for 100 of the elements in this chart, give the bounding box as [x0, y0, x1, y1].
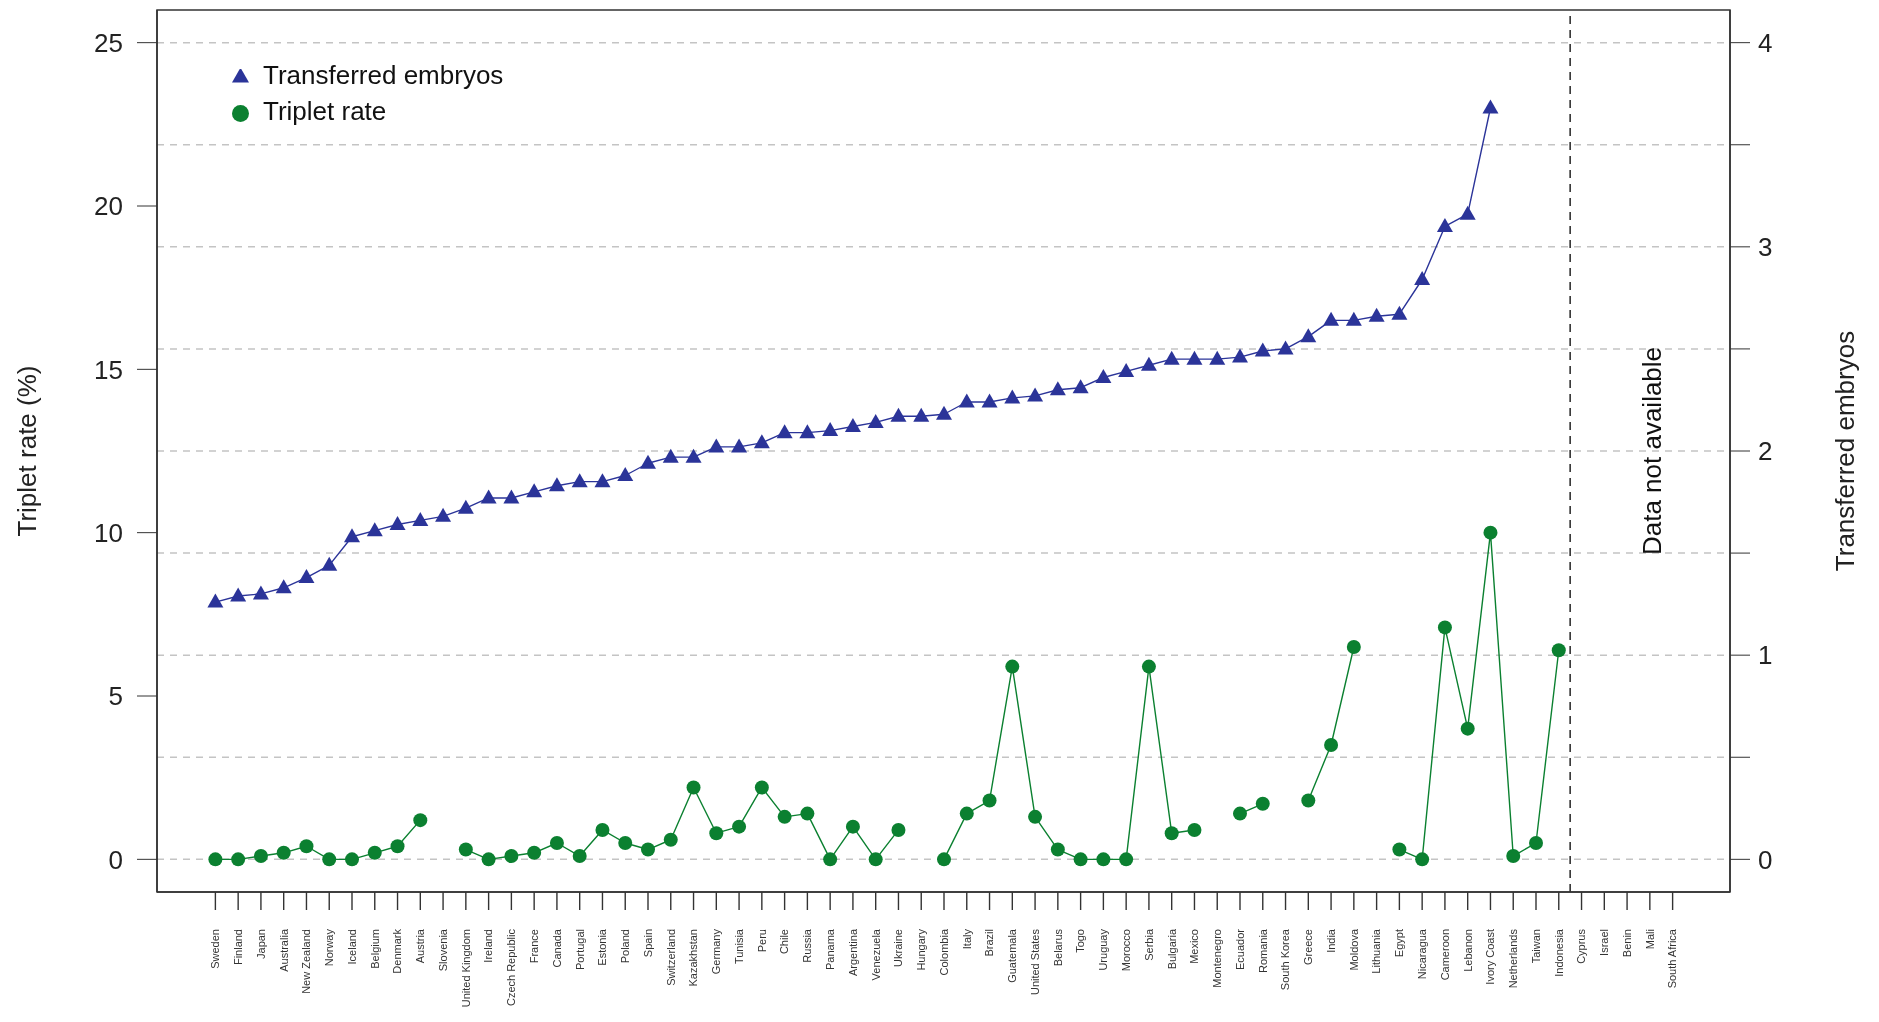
point — [1460, 721, 1475, 736]
x-tick-label: Venezuela — [869, 928, 882, 981]
x-tick-label: Mexico — [1188, 929, 1201, 964]
point — [412, 511, 429, 526]
x-tick-label: Greece — [1302, 929, 1315, 966]
ref-line-label: Data not available — [1637, 346, 1668, 556]
x-tick-label: United Kingdom — [459, 929, 472, 1008]
y-tick-label: 25 — [94, 27, 123, 58]
point — [457, 499, 474, 514]
point — [981, 393, 998, 408]
point — [1323, 311, 1340, 326]
x-tick-label: Peru — [755, 929, 768, 953]
point — [753, 434, 770, 449]
point — [435, 507, 452, 522]
point — [800, 806, 815, 821]
y-tick-label: 5 — [108, 681, 123, 712]
point — [1095, 369, 1112, 383]
point — [1506, 849, 1521, 864]
point — [1551, 643, 1566, 658]
point — [891, 822, 906, 837]
point — [732, 819, 747, 834]
point — [366, 522, 383, 537]
x-tick-label: Norway — [323, 928, 336, 967]
point — [549, 836, 564, 850]
point — [527, 845, 542, 860]
point — [1346, 640, 1361, 654]
point — [823, 852, 838, 867]
point — [1345, 311, 1362, 326]
x-tick-label: Hungary — [915, 928, 928, 971]
x-tick-label: Poland — [619, 929, 632, 964]
point — [595, 822, 610, 837]
point — [868, 852, 883, 867]
x-tick-label: Israel — [1598, 929, 1611, 956]
point — [1254, 342, 1271, 357]
point — [1529, 836, 1543, 850]
point — [731, 438, 748, 453]
y2-axis-title: Transferred embryos — [1830, 330, 1861, 572]
x-tick-label: Nicaragua — [1416, 928, 1428, 980]
x-tick-label: Ireland — [482, 929, 495, 963]
point — [1232, 348, 1248, 363]
point — [253, 849, 268, 864]
point — [618, 836, 633, 850]
x-tick-label: Argentina — [846, 928, 859, 977]
point — [708, 438, 725, 453]
point — [1391, 305, 1408, 320]
point — [503, 489, 520, 504]
point — [1233, 806, 1247, 821]
point — [322, 852, 337, 867]
point — [617, 467, 634, 481]
x-tick-label: Benin — [1620, 929, 1633, 958]
point — [799, 424, 816, 439]
y-tick-label: 15 — [94, 354, 123, 385]
x-tick-label: Netherlands — [1507, 928, 1520, 989]
point — [1004, 389, 1021, 404]
point — [1300, 328, 1317, 343]
x-tick-label: South Korea — [1279, 928, 1292, 991]
point — [208, 852, 223, 867]
x-tick-label: Brazil — [983, 929, 996, 957]
x-tick-label: Togo — [1074, 929, 1087, 953]
point — [276, 845, 291, 860]
point — [958, 393, 975, 408]
point — [959, 806, 974, 821]
point — [1459, 205, 1476, 220]
x-tick-label: Uruguay — [1097, 928, 1110, 971]
point — [1255, 796, 1270, 811]
point — [937, 852, 951, 867]
x-tick-label: South Africa — [1666, 928, 1679, 989]
point — [1119, 852, 1134, 867]
x-tick-label: Taiwan — [1529, 929, 1542, 964]
point — [1187, 822, 1202, 837]
point — [936, 405, 952, 420]
x-tick-label: Lebanon — [1461, 929, 1474, 972]
x-tick-label: Egypt — [1393, 929, 1406, 958]
y2-tick-label: 0 — [1758, 844, 1773, 875]
point — [822, 422, 839, 437]
x-tick-label: New Zealand — [300, 929, 313, 994]
x-tick-label: Moldova — [1347, 928, 1360, 971]
point — [481, 852, 496, 867]
x-tick-label: Tunisia — [732, 928, 745, 965]
x-tick-label: Romania — [1256, 928, 1269, 974]
y2-tick-label: 1 — [1758, 640, 1773, 671]
point — [1005, 659, 1020, 674]
x-tick-label: Cameroon — [1438, 929, 1451, 981]
x-tick-label: Panama — [824, 928, 836, 970]
x-tick-label: Sweden — [209, 929, 222, 969]
x-tick-label: Australia — [277, 928, 290, 972]
legend-label: Triplet rate — [263, 96, 387, 126]
point — [594, 473, 611, 488]
x-tick-label: India — [1324, 928, 1337, 953]
point — [1141, 659, 1156, 674]
x-tick-label: France — [528, 929, 540, 964]
point — [458, 842, 473, 857]
point — [1209, 350, 1226, 365]
x-tick-label: Montenegro — [1211, 929, 1224, 988]
x-tick-label: Mali — [1643, 929, 1656, 950]
point — [686, 780, 701, 795]
point — [231, 852, 246, 867]
point — [1324, 738, 1339, 752]
point — [389, 516, 406, 530]
x-tick-label: Spain — [641, 929, 654, 958]
